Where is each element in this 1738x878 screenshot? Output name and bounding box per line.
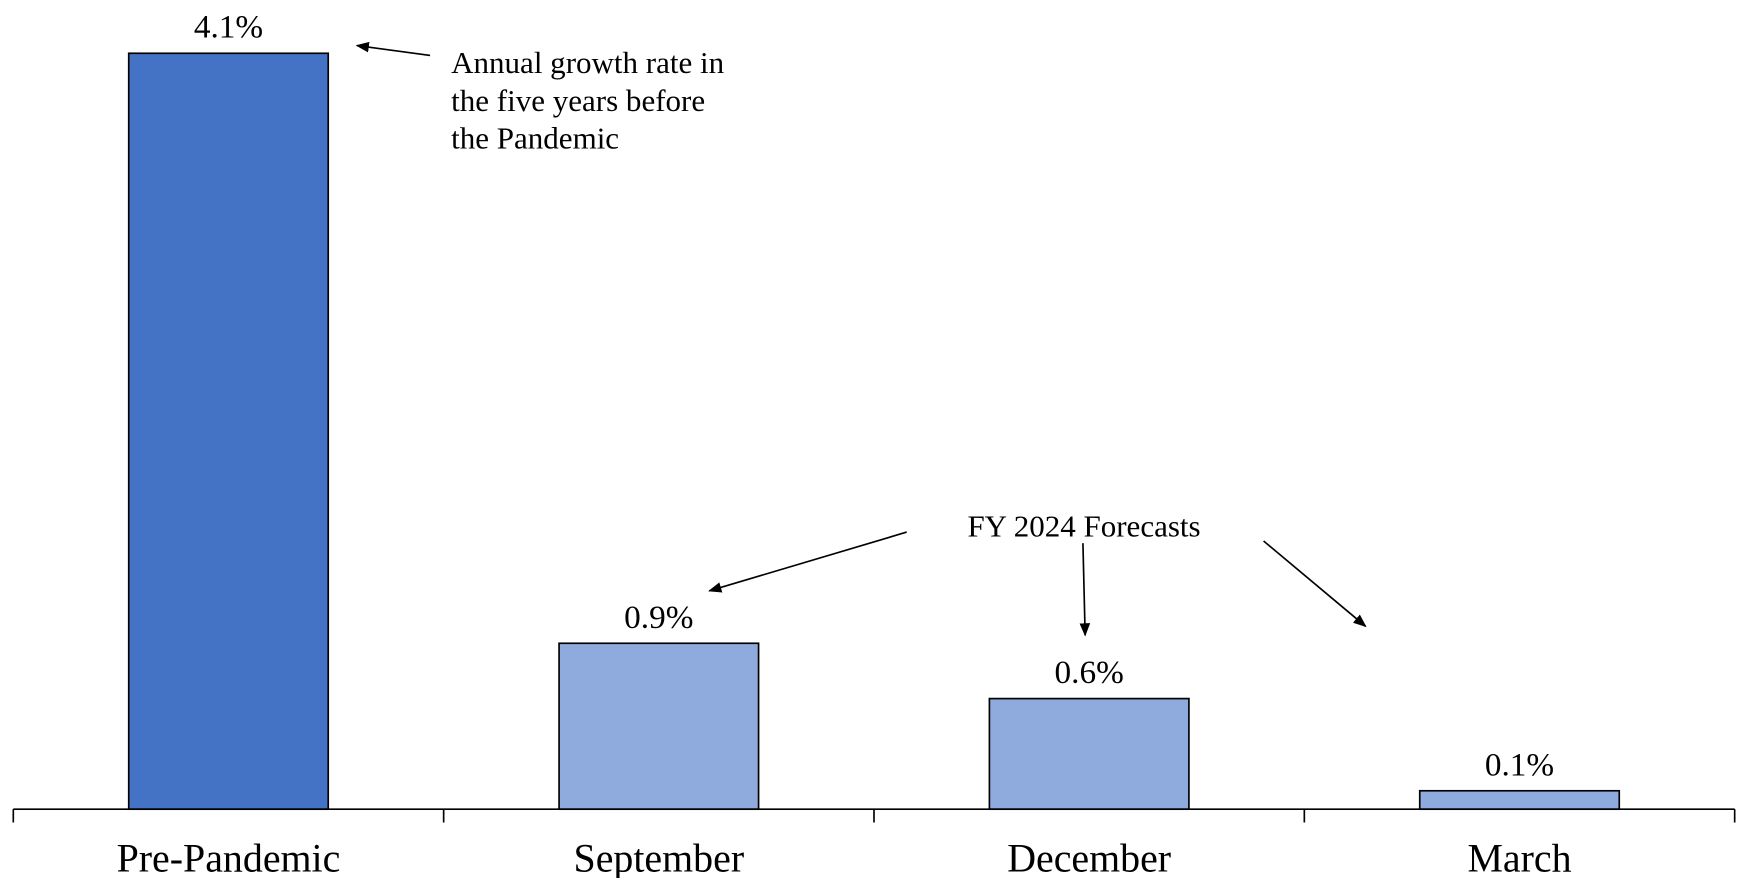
annotation: FY 2024 Forecasts [967,509,1200,544]
bar [988,697,1190,811]
x-tick-label: March [1467,835,1571,878]
annotation: the five years before [451,83,705,118]
annotation: Annual growth rate in [451,45,725,80]
value-label: 0.6% [1055,654,1124,691]
x-tick-label: September [574,835,745,878]
value-label: 4.1% [194,9,263,46]
arrow [1079,543,1091,637]
x-tick-label: December [1007,835,1171,878]
annotation: the Pandemic [451,121,619,156]
bar [127,52,330,811]
x-tick-label: Pre-Pandemic [117,835,341,878]
arrow [708,531,907,593]
arrow [1263,540,1367,628]
value-label: 0.9% [624,599,693,636]
annotation-arrows [355,41,1367,637]
arrow [355,41,431,57]
bar [558,642,760,811]
bar [1418,789,1621,811]
value-label: 0.1% [1485,746,1554,783]
